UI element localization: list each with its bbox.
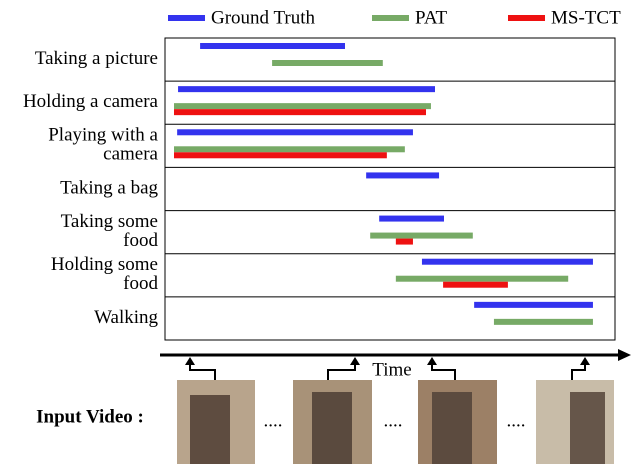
interval-bar xyxy=(178,86,436,93)
frame-arrow xyxy=(327,360,356,380)
ellipsis: .... xyxy=(264,410,283,431)
legend-label: Ground Truth xyxy=(211,7,315,28)
ellipsis: .... xyxy=(507,410,526,431)
arrowhead xyxy=(350,357,360,365)
person xyxy=(570,392,605,464)
interval-bar xyxy=(200,43,345,49)
thumbnails xyxy=(177,380,614,464)
arrowhead xyxy=(185,357,195,365)
interval-bar xyxy=(272,60,383,66)
category-label: Playing with a xyxy=(48,125,158,146)
category-label: food xyxy=(123,230,158,251)
arrowhead xyxy=(427,357,437,365)
category-label: Taking a picture xyxy=(35,48,158,69)
person xyxy=(432,392,472,464)
category-label: Walking xyxy=(94,307,158,328)
axis-label: Time xyxy=(372,359,411,380)
interval-bar xyxy=(493,318,593,325)
interval-bar xyxy=(177,129,413,136)
interval-bar xyxy=(379,215,444,222)
axis-arrow xyxy=(618,349,631,361)
frame-arrowheads xyxy=(185,357,590,365)
interval-bar xyxy=(174,152,387,159)
person xyxy=(312,392,352,464)
interval-bar xyxy=(174,109,426,116)
category-label: Holding a camera xyxy=(23,91,159,112)
category-label: Taking some xyxy=(61,211,158,232)
arrowhead xyxy=(580,357,590,365)
interval-bar xyxy=(395,275,569,282)
interval-bar xyxy=(174,103,431,110)
interval-bar xyxy=(366,172,440,179)
category-label: food xyxy=(123,273,158,294)
legend-label: PAT xyxy=(415,7,447,28)
interval-bar xyxy=(421,258,593,265)
person xyxy=(190,395,230,464)
interval-bar xyxy=(395,238,413,245)
interval-bar xyxy=(370,232,473,239)
ellipsis: .... xyxy=(384,410,403,431)
category-label: camera xyxy=(103,144,158,165)
category-label: Holding some xyxy=(51,254,158,275)
interval-bar xyxy=(443,281,508,288)
input-label: Input Video : xyxy=(36,406,144,427)
category-label: Taking a bag xyxy=(60,177,158,198)
plot-frame xyxy=(164,37,616,341)
interval-bar xyxy=(174,146,405,153)
legend-label: MS-TCT xyxy=(551,7,621,28)
interval-bar xyxy=(474,301,593,308)
